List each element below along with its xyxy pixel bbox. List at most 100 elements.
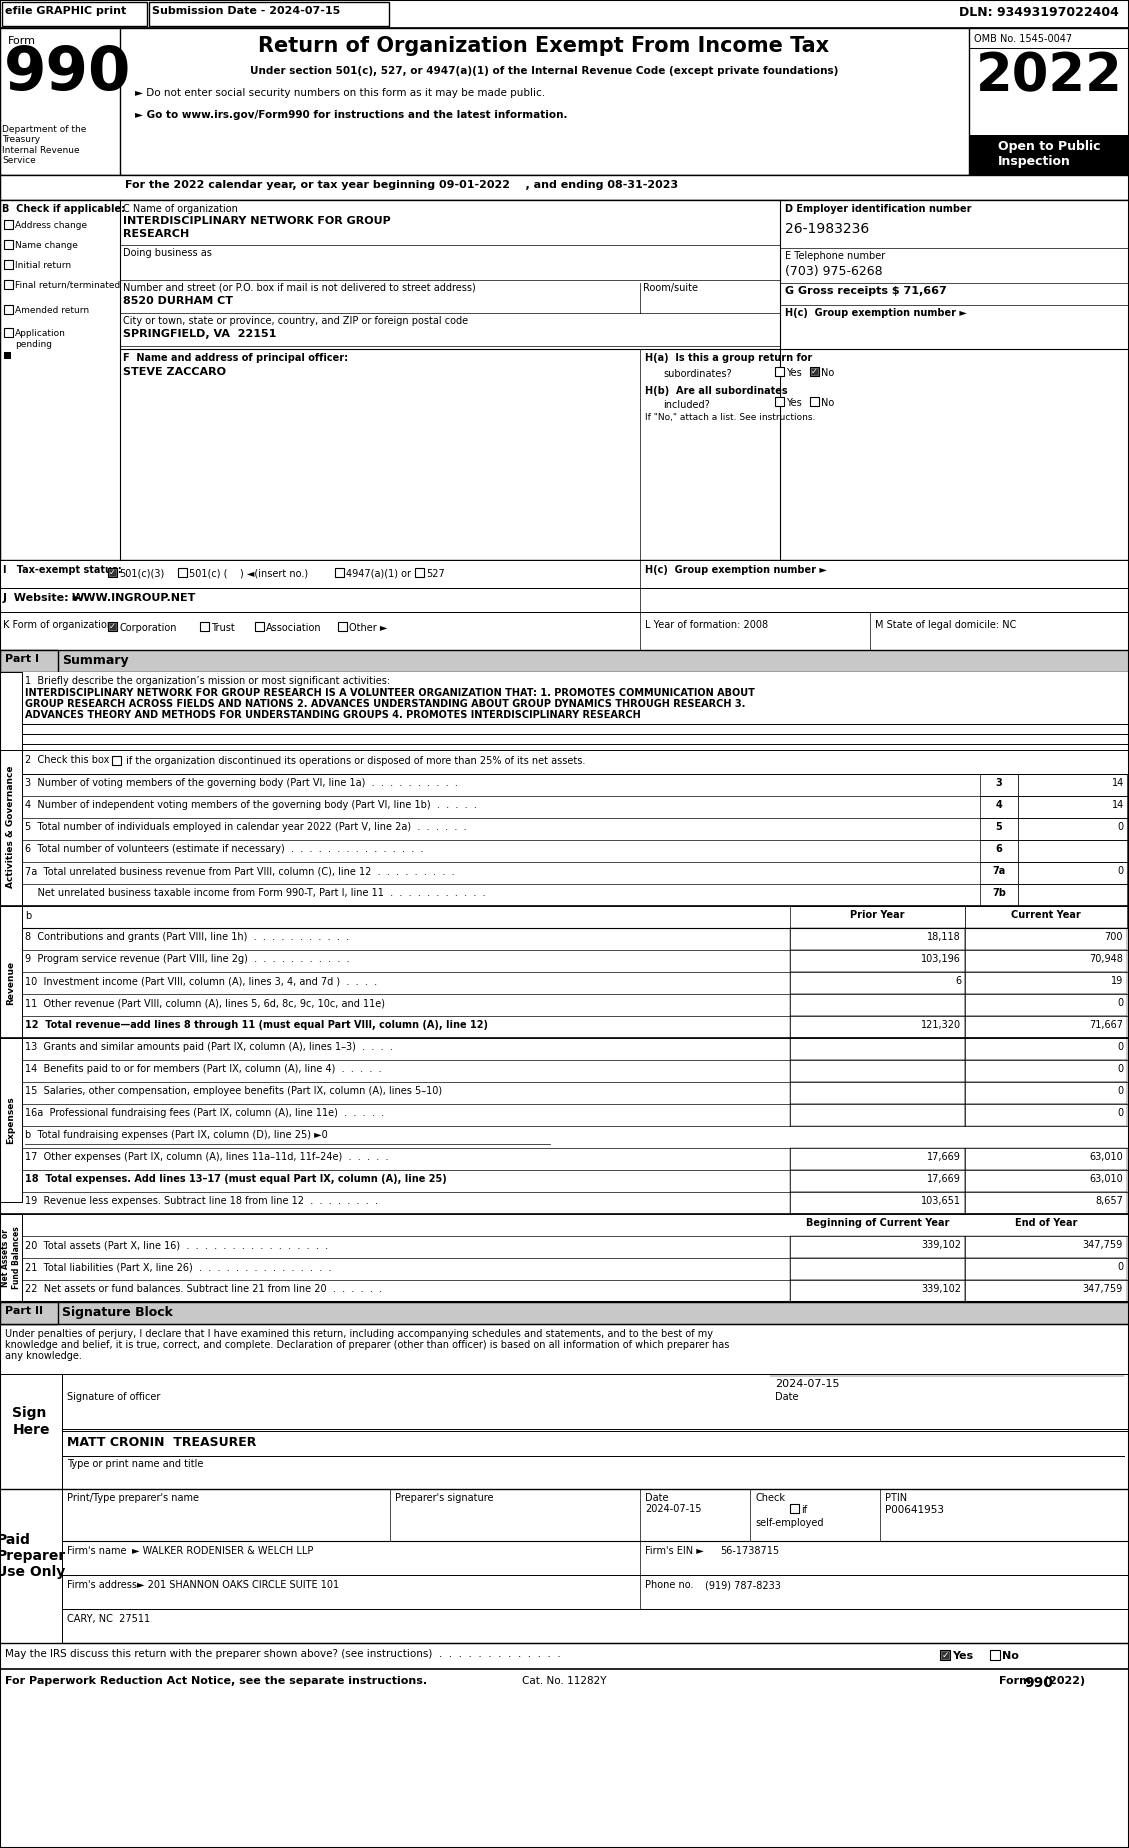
Text: 121,320: 121,320 xyxy=(921,1020,961,1029)
Bar xyxy=(0,1643,1129,1669)
Text: Signature Block: Signature Block xyxy=(62,1307,173,1319)
Bar xyxy=(0,1375,1129,1489)
Text: 20  Total assets (Part X, line 16)  .  .  .  .  .  .  .  .  .  .  .  .  .  .  . : 20 Total assets (Part X, line 16) . . . … xyxy=(25,1240,329,1249)
Text: 11  Other revenue (Part VIII, column (A), lines 5, 6d, 8c, 9c, 10c, and 11e): 11 Other revenue (Part VIII, column (A),… xyxy=(25,998,385,1007)
Text: STEVE ZACCARO: STEVE ZACCARO xyxy=(123,368,226,377)
Bar xyxy=(5,281,14,288)
Text: Expenses: Expenses xyxy=(7,1096,16,1144)
Bar xyxy=(0,560,1129,588)
Text: Yes: Yes xyxy=(786,368,802,379)
Text: Phone no.: Phone no. xyxy=(645,1580,693,1589)
Text: Part II: Part II xyxy=(5,1307,43,1316)
Text: Beginning of Current Year: Beginning of Current Year xyxy=(806,1218,949,1229)
Text: INTERDISCIPLINARY NETWORK FOR GROUP: INTERDISCIPLINARY NETWORK FOR GROUP xyxy=(123,216,391,225)
Text: D Employer identification number: D Employer identification number xyxy=(785,203,971,214)
Text: Current Year: Current Year xyxy=(1012,909,1080,920)
Text: 7a  Total unrelated business revenue from Part VIII, column (C), line 12  .  .  : 7a Total unrelated business revenue from… xyxy=(25,867,455,876)
Bar xyxy=(965,972,1127,994)
Text: 2  Check this box ►: 2 Check this box ► xyxy=(25,756,120,765)
Text: Form: Form xyxy=(8,35,36,46)
Bar xyxy=(790,1504,799,1514)
Text: Return of Organization Exempt From Income Tax: Return of Organization Exempt From Incom… xyxy=(259,35,830,55)
Text: WWW.INGROUP.NET: WWW.INGROUP.NET xyxy=(72,593,196,602)
Text: (919) 787-8233: (919) 787-8233 xyxy=(704,1580,781,1589)
Text: 103,196: 103,196 xyxy=(921,954,961,965)
Text: PTIN: PTIN xyxy=(885,1493,907,1502)
Text: Check: Check xyxy=(755,1493,785,1502)
Bar xyxy=(965,1281,1127,1303)
Text: 14  Benefits paid to or for members (Part IX, column (A), line 4)  .  .  .  .  .: 14 Benefits paid to or for members (Part… xyxy=(25,1064,382,1074)
Text: If "No," attach a list. See instructions.: If "No," attach a list. See instructions… xyxy=(645,412,815,421)
Bar xyxy=(965,1016,1127,1039)
Text: For the 2022 calendar year, or tax year beginning 09-01-2022    , and ending 08-: For the 2022 calendar year, or tax year … xyxy=(125,179,679,190)
Bar xyxy=(790,1170,965,1192)
Bar xyxy=(965,1192,1127,1214)
Text: 7b: 7b xyxy=(992,889,1006,898)
Text: self-employed: self-employed xyxy=(755,1517,823,1528)
Bar xyxy=(790,928,965,950)
Bar xyxy=(980,883,1018,906)
Bar xyxy=(0,588,1129,612)
Text: 347,759: 347,759 xyxy=(1083,1284,1123,1294)
Text: H(c)  Group exemption number ►: H(c) Group exemption number ► xyxy=(645,565,826,575)
Text: K Form of organization:: K Form of organization: xyxy=(3,619,116,630)
Bar xyxy=(108,623,117,630)
Bar xyxy=(0,650,1129,673)
Bar xyxy=(790,906,965,928)
Text: ✓: ✓ xyxy=(942,1650,948,1660)
Text: Other ►: Other ► xyxy=(349,623,387,634)
Text: 990: 990 xyxy=(1024,1676,1053,1691)
Text: 18  Total expenses. Add lines 13–17 (must equal Part IX, column (A), line 25): 18 Total expenses. Add lines 13–17 (must… xyxy=(25,1173,447,1185)
Text: Form: Form xyxy=(999,1676,1034,1685)
Bar xyxy=(965,906,1127,928)
Text: RESEARCH: RESEARCH xyxy=(123,229,190,238)
Text: (703) 975-6268: (703) 975-6268 xyxy=(785,264,883,277)
Text: Under section 501(c), 527, or 4947(a)(1) of the Internal Revenue Code (except pr: Under section 501(c), 527, or 4947(a)(1)… xyxy=(250,67,838,76)
Text: CARY, NC  27511: CARY, NC 27511 xyxy=(67,1613,150,1624)
Text: Cat. No. 11282Y: Cat. No. 11282Y xyxy=(522,1676,606,1685)
Bar xyxy=(5,305,14,314)
Text: 6: 6 xyxy=(955,976,961,987)
Bar xyxy=(790,1016,965,1039)
Bar xyxy=(790,1236,965,1258)
Bar xyxy=(965,928,1127,950)
Bar xyxy=(110,569,115,575)
Text: Print/Type preparer's name: Print/Type preparer's name xyxy=(67,1493,199,1502)
Text: P00641953: P00641953 xyxy=(885,1504,944,1515)
Text: G Gross receipts $ 71,667: G Gross receipts $ 71,667 xyxy=(785,286,947,296)
Text: 0: 0 xyxy=(1117,1262,1123,1271)
Bar xyxy=(1018,796,1127,819)
Bar xyxy=(965,994,1127,1016)
Text: 347,759: 347,759 xyxy=(1083,1240,1123,1249)
Bar xyxy=(1018,841,1127,861)
Bar xyxy=(980,796,1018,819)
Text: 14: 14 xyxy=(1112,778,1124,787)
Bar xyxy=(965,1236,1127,1258)
Text: Firm's address: Firm's address xyxy=(67,1580,137,1589)
Bar xyxy=(980,774,1018,796)
Text: 56-1738715: 56-1738715 xyxy=(720,1547,779,1556)
Text: 22  Net assets or fund balances. Subtract line 21 from line 20  .  .  .  .  .  .: 22 Net assets or fund balances. Subtract… xyxy=(25,1284,382,1294)
Text: No: No xyxy=(821,397,834,408)
Text: Revenue: Revenue xyxy=(7,961,16,1005)
Text: 17,669: 17,669 xyxy=(927,1173,961,1185)
Bar xyxy=(0,176,1129,200)
Bar xyxy=(790,1039,965,1061)
Text: Date: Date xyxy=(645,1493,668,1502)
Text: OMB No. 1545-0047: OMB No. 1545-0047 xyxy=(974,33,1073,44)
Text: 339,102: 339,102 xyxy=(921,1240,961,1249)
Text: 527: 527 xyxy=(426,569,445,578)
Text: May the IRS discuss this return with the preparer shown above? (see instructions: May the IRS discuss this return with the… xyxy=(5,1648,561,1660)
Text: Address change: Address change xyxy=(15,222,87,229)
Text: if the organization discontinued its operations or disposed of more than 25% of : if the organization discontinued its ope… xyxy=(123,756,585,767)
Text: ✓: ✓ xyxy=(110,567,116,577)
Text: (2022): (2022) xyxy=(1044,1676,1085,1685)
Bar xyxy=(980,841,1018,861)
Text: 3: 3 xyxy=(996,778,1003,787)
Text: 16a  Professional fundraising fees (Part IX, column (A), line 11e)  .  .  .  .  : 16a Professional fundraising fees (Part … xyxy=(25,1109,384,1118)
Text: Net unrelated business taxable income from Form 990-T, Part I, line 11  .  .  . : Net unrelated business taxable income fr… xyxy=(25,889,485,898)
Text: 0: 0 xyxy=(1117,1064,1123,1074)
Bar xyxy=(965,1061,1127,1081)
Text: Date: Date xyxy=(774,1392,798,1403)
Bar xyxy=(790,1061,965,1081)
